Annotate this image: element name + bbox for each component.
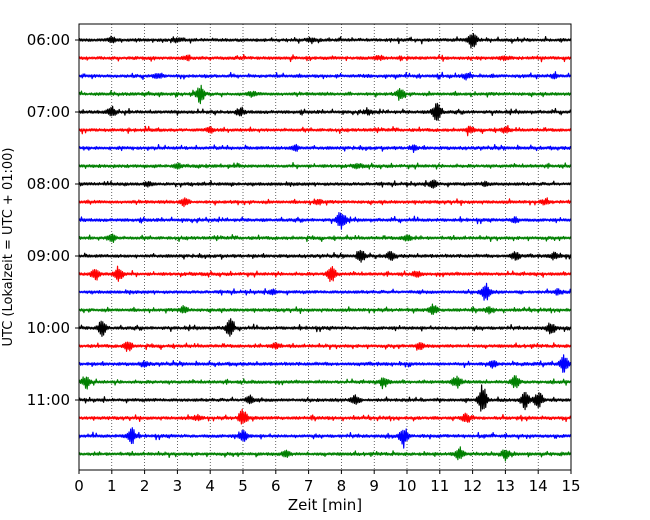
- y-axis: 06:00 07:00 08:00 09:00 10:00 11:00: [27, 31, 79, 409]
- trace-0645: [78, 84, 572, 105]
- trace-1130: [78, 427, 572, 449]
- x-tick-label: 6: [271, 477, 281, 495]
- trace-0830: [78, 212, 572, 230]
- x-tick-label: 9: [369, 477, 379, 495]
- trace-1115: [78, 408, 572, 425]
- x-axis-label: Zeit [min]: [288, 496, 362, 514]
- y-axis-label: UTC (Lokalzeit = UTC + 01:00): [1, 148, 16, 347]
- trace-0845: [78, 233, 572, 244]
- y-tick-label: 10:00: [27, 319, 70, 337]
- x-axis: 0 1 2 3 4 5 6 7 8 9 10 11 12 13 14 15: [74, 470, 581, 495]
- trace-0700: [78, 102, 572, 121]
- x-tick-label: 7: [304, 477, 314, 495]
- trace-1000: [78, 318, 572, 337]
- trace-0630: [78, 71, 572, 81]
- trace-0945: [78, 303, 572, 316]
- plot-border: [78, 23, 572, 471]
- trace-0900: [78, 249, 572, 263]
- trace-0915: [78, 265, 572, 283]
- x-tick-label: 11: [430, 477, 449, 495]
- trace-0730: [78, 143, 572, 153]
- x-tick-label: 0: [74, 477, 84, 495]
- x-tick-label: 8: [337, 477, 347, 495]
- trace-1145: [78, 446, 572, 462]
- y-tick-label: 06:00: [27, 31, 70, 49]
- trace-0600: [78, 33, 572, 49]
- x-tick-label: 15: [561, 477, 580, 495]
- y-tick-label: 07:00: [27, 103, 70, 121]
- grid-lines: [111, 24, 539, 470]
- x-tick-label: 2: [140, 477, 150, 495]
- trace-0815: [78, 197, 572, 208]
- x-tick-label: 5: [238, 477, 248, 495]
- trace-1100: [78, 384, 572, 412]
- x-tick-label: 1: [107, 477, 117, 495]
- trace-0745: [78, 162, 572, 170]
- trace-0930: [78, 282, 572, 301]
- trace-0800: [78, 179, 572, 189]
- x-tick-label: 14: [529, 477, 548, 495]
- trace-1030: [78, 354, 572, 373]
- trace-0615: [78, 54, 572, 63]
- x-tick-label: 13: [496, 477, 515, 495]
- x-tick-label: 12: [463, 477, 482, 495]
- y-tick-label: 11:00: [27, 391, 70, 409]
- y-tick-label: 09:00: [27, 247, 70, 265]
- x-tick-label: 4: [205, 477, 215, 495]
- y-tick-label: 08:00: [27, 175, 70, 193]
- traces: [78, 33, 572, 462]
- x-tick-label: 3: [173, 477, 183, 495]
- trace-1015: [78, 341, 572, 352]
- x-tick-label: 10: [397, 477, 416, 495]
- trace-0715: [78, 125, 572, 137]
- plot-frame: [79, 24, 571, 470]
- trace-1045: [78, 375, 572, 390]
